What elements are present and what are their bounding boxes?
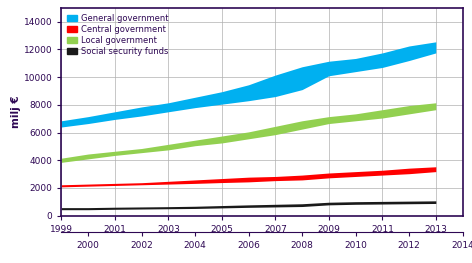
Legend: General government, Central government, Local government, Social security funds: General government, Central government, … <box>66 12 170 58</box>
Y-axis label: milj €: milj € <box>11 95 21 128</box>
